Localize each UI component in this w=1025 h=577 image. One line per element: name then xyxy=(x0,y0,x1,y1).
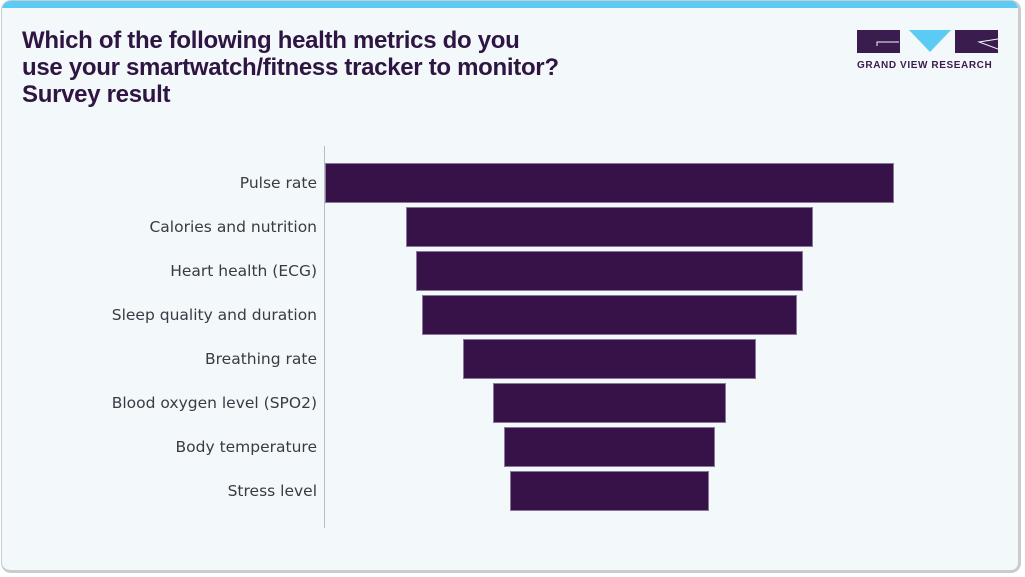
title-line-3: Survey result xyxy=(22,81,171,108)
logo-v-triangle-icon xyxy=(909,30,951,52)
funnel-bar xyxy=(325,163,894,203)
chart-row: Breathing rate xyxy=(0,339,1025,379)
gvr-logo-icon xyxy=(857,30,999,53)
accent-strip xyxy=(2,1,1018,8)
chart-title: Which of the following health metrics do… xyxy=(22,27,722,108)
funnel-bar xyxy=(462,339,756,379)
category-label: Breathing rate xyxy=(205,350,317,368)
logo-r-mark-icon xyxy=(955,30,998,53)
funnel-bar xyxy=(504,427,715,467)
funnel-bar xyxy=(406,207,813,247)
chart-row: Sleep quality and duration xyxy=(0,295,1025,335)
y-axis-line xyxy=(324,146,325,528)
category-label: Stress level xyxy=(227,482,317,500)
category-label: Heart health (ECG) xyxy=(170,262,317,280)
funnel-bar xyxy=(509,471,710,511)
chart-row: Heart health (ECG) xyxy=(0,251,1025,291)
chart-row: Pulse rate xyxy=(0,163,1025,203)
logo-g-mark-icon xyxy=(857,30,900,53)
chart-row: Body temperature xyxy=(0,427,1025,467)
funnel-bar xyxy=(416,251,803,291)
grand-view-research-logo: GRAND VIEW RESEARCH xyxy=(857,30,999,72)
funnel-bar xyxy=(492,383,727,423)
funnel-bar xyxy=(421,295,798,335)
category-label: Calories and nutrition xyxy=(149,218,317,236)
title-line-2: use your smartwatch/fitness tracker to m… xyxy=(22,54,559,81)
category-label: Blood oxygen level (SPO2) xyxy=(111,394,317,412)
chart-row: Blood oxygen level (SPO2) xyxy=(0,383,1025,423)
category-label: Pulse rate xyxy=(239,174,317,192)
chart-row: Stress level xyxy=(0,471,1025,511)
title-line-1: Which of the following health metrics do… xyxy=(22,27,520,54)
category-label: Body temperature xyxy=(175,438,317,456)
logo-wordmark: GRAND VIEW RESEARCH xyxy=(857,60,993,71)
category-label: Sleep quality and duration xyxy=(111,306,317,324)
chart-row: Calories and nutrition xyxy=(0,207,1025,247)
